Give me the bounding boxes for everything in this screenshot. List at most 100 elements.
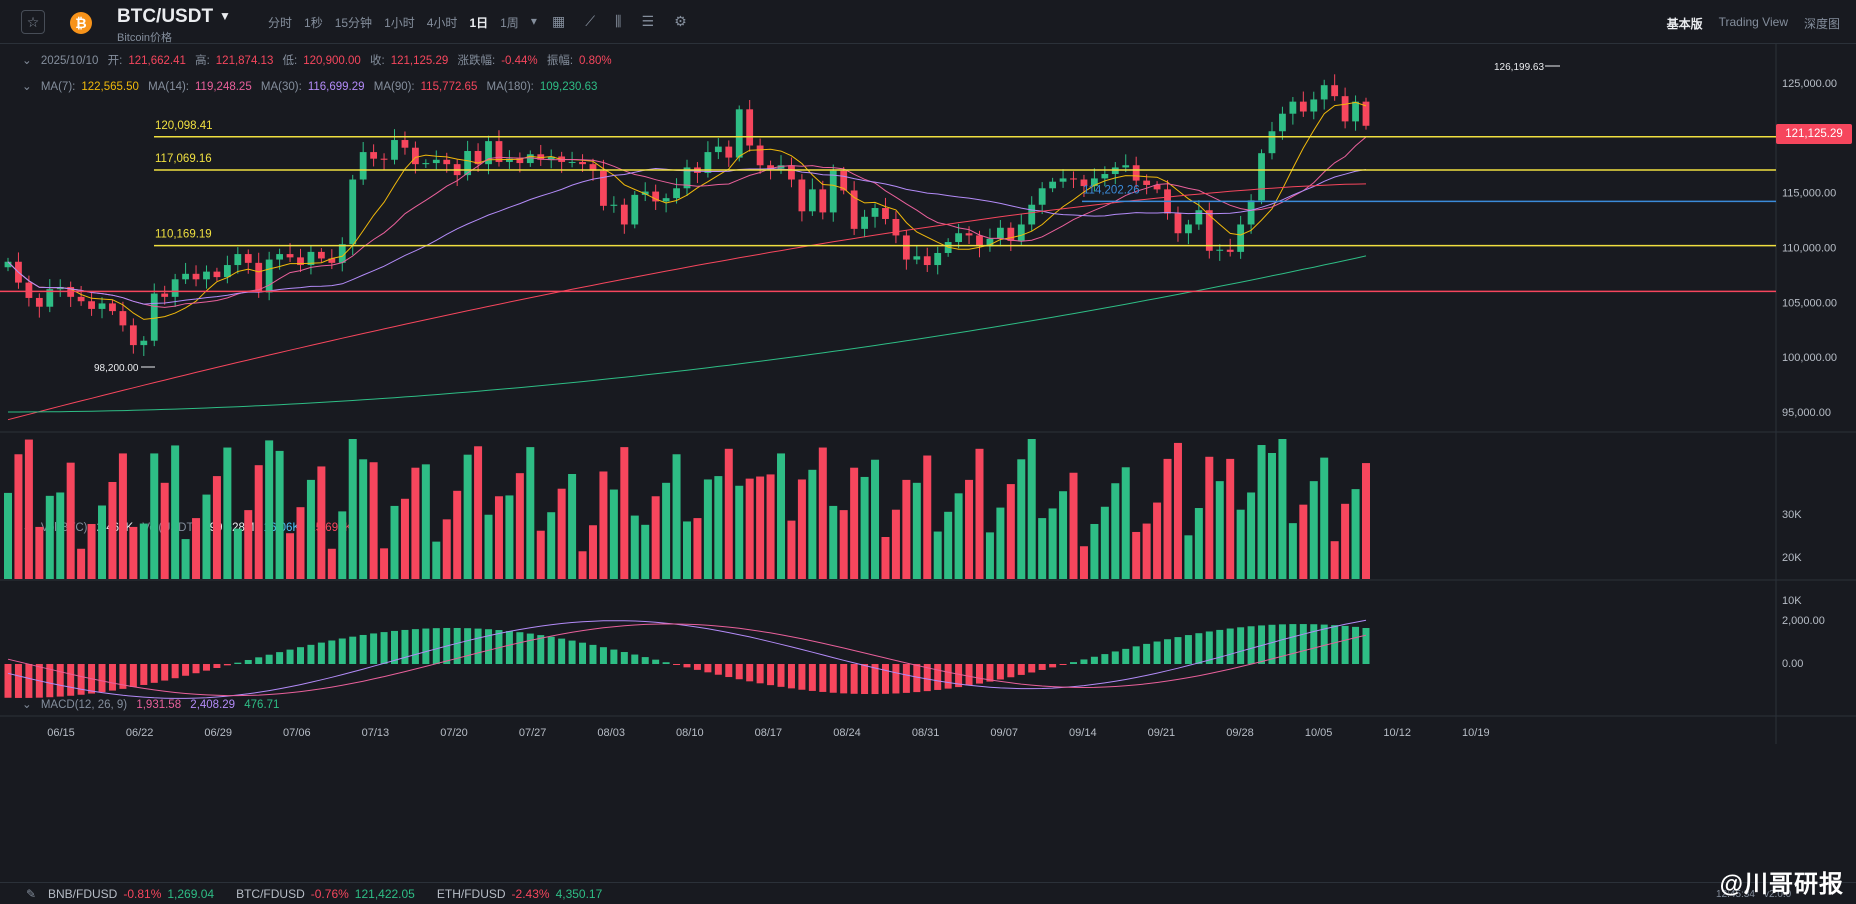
candle-body [746, 109, 754, 146]
view-tab-basic[interactable]: 基本版 [1666, 17, 1703, 31]
volume-bar [1069, 472, 1078, 579]
candle-body [412, 147, 419, 165]
candle-body [631, 194, 639, 225]
interval-tab[interactable]: 4小时 [426, 16, 458, 30]
ohlc-date: 2025/10/10 [40, 55, 99, 67]
macd-hist-bar [46, 664, 54, 698]
edit-icon[interactable]: ✎ [26, 887, 37, 901]
volume-bar [944, 511, 953, 579]
macd-hist-bar [119, 664, 127, 689]
ticker-symbol[interactable]: BTC/FDUSD [236, 887, 305, 901]
pair-dropdown-icon[interactable]: ▼ [219, 9, 231, 23]
favorite-star-icon[interactable]: ☆ [21, 10, 45, 34]
macd-hist-bar [693, 664, 701, 670]
settings-list-icon[interactable]: ☰ [641, 13, 655, 29]
date-axis-tick: 09/21 [1148, 727, 1176, 739]
candle-body [1070, 178, 1077, 180]
candle-body [380, 158, 388, 160]
interval-tab[interactable]: 1小时 [384, 16, 415, 30]
candle-body [892, 218, 900, 236]
candle-body [443, 159, 451, 165]
status-time: 12:45:34 [1716, 889, 1755, 900]
level-line-4-label: 114,202.26 [1083, 184, 1140, 196]
volume-bar [348, 439, 357, 579]
macd-hist-bar [579, 642, 587, 664]
candlestick-chart[interactable]: 125,000.00120,000.00115,000.00110,000.00… [0, 44, 1856, 882]
collapse-icon[interactable]: ⌄ [22, 81, 32, 93]
candle-body [244, 254, 252, 263]
low-value: 120,900.00 [303, 55, 361, 67]
macd-hist-bar [1247, 626, 1255, 664]
price-axis-tick: 115,000.00 [1782, 188, 1836, 200]
macd-hist-bar [819, 664, 827, 692]
candle-body [4, 261, 12, 268]
candle-body [516, 158, 524, 164]
volume-bar [860, 476, 869, 579]
collapse-icon[interactable]: ⌄ [22, 55, 32, 67]
candle-body [965, 233, 973, 236]
interval-tab[interactable]: 1秒 [304, 16, 323, 30]
collapse-icon[interactable]: ⌄ [22, 699, 32, 711]
volume-bar [129, 526, 138, 579]
macd-dea-value: 2,408.29 [190, 699, 236, 711]
macd-hist-bar [25, 664, 33, 698]
ticker-change: -0.76% [310, 887, 349, 901]
interval-tab-active[interactable]: 1日 [469, 16, 489, 30]
view-tab-tradingview[interactable]: Trading View [1718, 15, 1788, 29]
indicator-icon[interactable]: ⟋ [585, 13, 596, 29]
candle-body [182, 273, 189, 280]
candle-body [798, 179, 806, 212]
macd-hist-bar [485, 629, 493, 664]
pair-title[interactable]: BTC/USDT [117, 6, 214, 27]
macd-hist-bar [1258, 625, 1266, 664]
candle-body [1091, 178, 1098, 187]
candle-body [1049, 181, 1057, 189]
volume-bar [1226, 458, 1235, 579]
candle-type-icon[interactable]: ⫼ [615, 13, 622, 29]
macd-hist-bar [161, 664, 169, 681]
gear-icon[interactable]: ⚙ [674, 13, 687, 29]
macd-hist-bar [98, 664, 106, 693]
candle-body [77, 296, 85, 302]
macd-hist-bar [1320, 624, 1328, 664]
volume-bar [380, 548, 389, 579]
interval-tab[interactable]: 1周 [500, 16, 519, 30]
calendar-icon[interactable]: ▦ [552, 13, 566, 29]
date-axis-tick: 10/12 [1383, 727, 1411, 739]
volume-bar [359, 459, 368, 579]
candle-body [547, 156, 555, 160]
ticker-list: BNB/FDUSD -0.81% 1,269.04 BTC/FDUSD -0.7… [48, 887, 624, 901]
level-line-2-label: 117,069.16 [155, 153, 212, 165]
ticker-symbol[interactable]: BNB/FDUSD [48, 887, 118, 901]
macd-hist-bar [108, 664, 116, 691]
price-axis-tick: 110,000.00 [1782, 243, 1836, 255]
close-value: 121,125.29 [390, 55, 449, 67]
macd-hist-bar [599, 647, 607, 664]
ticker-symbol[interactable]: ETH/FDUSD [436, 887, 506, 901]
macd-hist-bar [1132, 646, 1140, 664]
volume-bar [442, 519, 451, 579]
volume-bar [1048, 508, 1057, 579]
open-value: 121,662.41 [128, 55, 186, 67]
volume-bar [139, 523, 148, 579]
candle-body [88, 301, 95, 309]
volume-bar [547, 512, 556, 579]
volume-bar [1341, 503, 1350, 579]
volume-bar [703, 479, 712, 579]
view-tab-depth[interactable]: 深度图 [1803, 17, 1840, 31]
interval-tab[interactable]: 15分钟 [334, 16, 373, 30]
interval-more-icon[interactable]: ▾ [530, 14, 537, 28]
macd-hist-bar [913, 664, 921, 693]
macd-hist-bar [1184, 635, 1192, 664]
macd-hist-bar [631, 654, 639, 664]
candle-body [192, 273, 200, 280]
interval-tab[interactable]: 分时 [268, 16, 293, 30]
volume-bar [1236, 509, 1245, 579]
macd-hist-bar [317, 642, 325, 664]
candle-body [788, 165, 795, 180]
candle-body [641, 191, 649, 195]
volume-bar [265, 440, 274, 579]
candle-body [119, 311, 127, 326]
macd-hist-bar [704, 664, 712, 673]
volume-bar [181, 539, 190, 579]
